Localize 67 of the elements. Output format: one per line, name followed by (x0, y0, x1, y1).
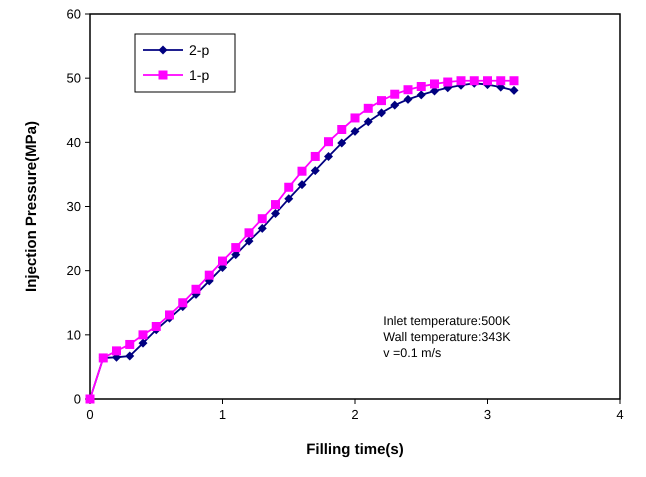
annotation: Inlet temperature:500K (383, 314, 512, 328)
point (324, 152, 333, 161)
point (364, 104, 373, 113)
point (404, 85, 412, 94)
point (324, 137, 333, 146)
point (443, 78, 452, 87)
point (125, 352, 134, 361)
point (456, 76, 466, 86)
y-tick-label: 60 (66, 6, 81, 22)
y-tick-label: 40 (66, 134, 81, 150)
point (416, 82, 426, 92)
x-axis-title: Filling time(s) (306, 441, 404, 458)
point (310, 152, 320, 161)
x-tick-label: 1 (218, 407, 226, 422)
x-tick-label: 3 (484, 407, 492, 422)
point (298, 166, 306, 176)
y-tick-label: 20 (66, 263, 81, 278)
point (404, 94, 412, 104)
point (165, 310, 174, 320)
point (192, 284, 200, 294)
point (337, 125, 346, 134)
point (377, 96, 386, 106)
point (364, 117, 373, 126)
point (284, 182, 294, 192)
point (510, 76, 518, 86)
point (284, 194, 294, 204)
point (178, 298, 188, 308)
point (510, 86, 518, 95)
point (470, 76, 479, 86)
point (390, 90, 400, 99)
legend-label: 2-p (189, 42, 210, 58)
y-tick-label: 10 (66, 327, 81, 342)
point (138, 338, 148, 348)
point (298, 180, 306, 190)
point (310, 166, 320, 176)
point (390, 100, 400, 110)
y-tick-label: 30 (66, 199, 81, 214)
point (496, 76, 506, 86)
point (430, 79, 439, 88)
annotation: Wall temperature:343K (383, 330, 512, 344)
point (271, 209, 280, 218)
point (138, 330, 148, 340)
point (350, 113, 360, 122)
point (416, 90, 426, 100)
point (271, 200, 280, 210)
y-tick-label: 0 (74, 392, 81, 406)
y-axis-title: Injection Pressure(MPa) (23, 121, 40, 292)
point (483, 76, 492, 86)
y-tick-label: 50 (66, 70, 81, 86)
point (204, 270, 214, 280)
point (218, 256, 227, 266)
point (244, 236, 254, 246)
x-tick-label: 2 (351, 407, 359, 422)
point (112, 346, 121, 356)
point (258, 214, 267, 224)
point (125, 340, 134, 349)
point (152, 322, 161, 331)
point (231, 243, 240, 252)
legend-label: 1-p (189, 67, 210, 83)
point (258, 224, 267, 233)
point (244, 228, 254, 238)
x-tick-label: 4 (616, 407, 624, 422)
point (377, 108, 386, 118)
point (337, 138, 346, 148)
point (350, 126, 360, 136)
annotation: v =0.1 m/s (383, 346, 442, 360)
x-tick-label: 0 (86, 407, 94, 422)
